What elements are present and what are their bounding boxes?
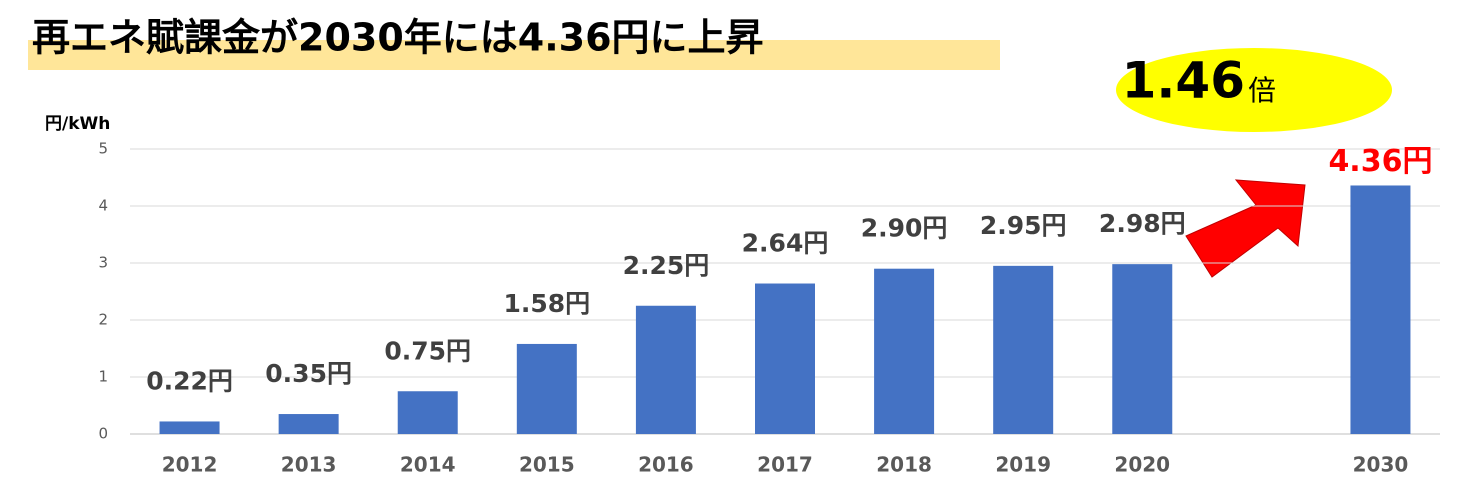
x-tick-label: 2014: [400, 453, 456, 477]
y-tick-label: 0: [98, 425, 108, 443]
value-label: 2.95円: [980, 211, 1067, 240]
y-tick-label: 5: [98, 140, 108, 158]
bar: [635, 305, 696, 434]
bar: [516, 343, 577, 434]
value-label: 2.25円: [623, 251, 710, 280]
bar: [755, 283, 815, 434]
y-tick-label: 1: [98, 368, 108, 386]
value-label: 2.98円: [1099, 209, 1186, 238]
value-label: 0.22円: [146, 366, 233, 395]
value-label: 2.64円: [742, 229, 829, 258]
annotation-bubble: [1116, 48, 1392, 132]
bar: [278, 414, 339, 434]
y-tick-label: 2: [98, 311, 108, 329]
bar: [1350, 185, 1411, 434]
value-label: 0.35円: [265, 359, 352, 388]
x-tick-label: 2017: [757, 453, 813, 477]
bar: [159, 421, 220, 434]
value-label: 1.58円: [503, 289, 590, 318]
value-label: 0.75円: [384, 336, 471, 365]
bar: [397, 391, 458, 434]
x-tick-label: 2018: [876, 453, 932, 477]
annotation-value: 1.46: [1122, 52, 1245, 110]
y-axis-label: 円/kWh: [45, 114, 110, 134]
x-tick-label: 2013: [281, 453, 337, 477]
chart-title: 再エネ賦課金が2030年には4.36円に上昇: [32, 16, 764, 60]
value-label: 2.90円: [861, 214, 948, 243]
annotation-suffix: 倍: [1248, 74, 1276, 107]
bar: [874, 268, 935, 434]
bar: [1112, 264, 1173, 434]
x-tick-label: 2015: [519, 453, 575, 477]
arrow: [1185, 179, 1306, 278]
y-tick-label: 4: [98, 197, 108, 215]
x-tick-label: 2020: [1114, 453, 1170, 477]
x-tick-label: 2016: [638, 453, 694, 477]
x-tick-label: 2019: [995, 453, 1051, 477]
bar: [993, 265, 1054, 434]
title-highlight: [28, 40, 1000, 70]
y-tick-label: 3: [98, 254, 108, 272]
x-tick-label: 2030: [1353, 453, 1409, 477]
value-label: 4.36円: [1328, 144, 1432, 179]
x-tick-label: 2012: [162, 453, 218, 477]
